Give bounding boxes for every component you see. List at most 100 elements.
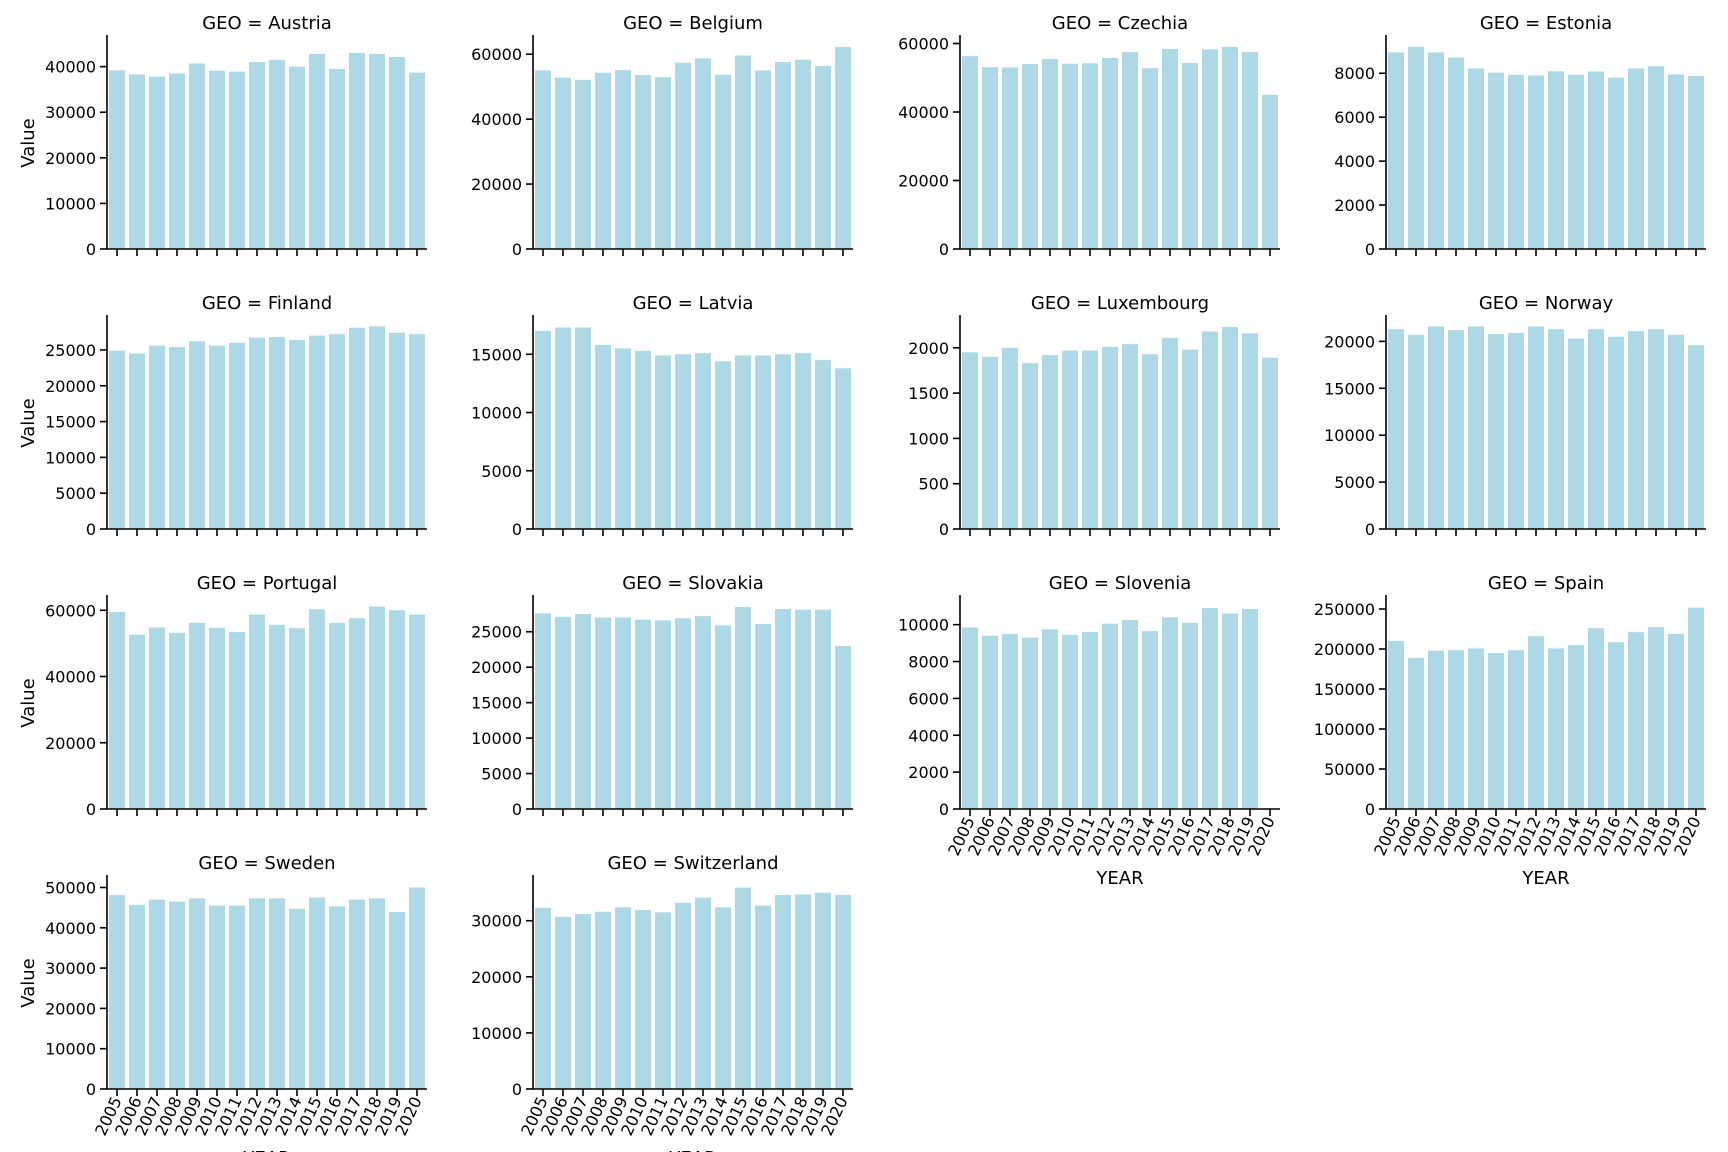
bar (962, 56, 978, 250)
bar (409, 614, 425, 809)
y-tick-label: 40000 (898, 103, 949, 122)
y-tick-label: 20000 (45, 999, 96, 1018)
y-tick-label: 8000 (908, 653, 949, 672)
bar (1082, 63, 1098, 250)
bar (1648, 329, 1664, 529)
bar (982, 356, 998, 529)
bar (755, 623, 771, 809)
bar (1528, 75, 1544, 249)
bar (1182, 63, 1198, 249)
bar (209, 905, 225, 1089)
bar (1142, 631, 1158, 809)
y-tick-label: 0 (1365, 240, 1375, 259)
bar (1668, 633, 1684, 809)
y-tick-label: 10000 (45, 1040, 96, 1059)
bar (389, 610, 405, 809)
bar (615, 70, 631, 249)
bar (555, 327, 571, 529)
bar (675, 618, 691, 809)
bar (655, 355, 671, 529)
bar (962, 627, 978, 809)
facet-title: GEO = Austria (202, 13, 332, 34)
y-tick-label: 20000 (471, 658, 522, 677)
bar (755, 355, 771, 529)
bar (1448, 57, 1464, 250)
bar (1122, 344, 1138, 529)
bar (655, 77, 671, 249)
bar (595, 911, 611, 1089)
bar (1628, 632, 1644, 809)
bar (715, 625, 731, 809)
y-tick-label: 15000 (1324, 379, 1375, 398)
bar (1242, 608, 1258, 809)
y-tick-label: 20000 (45, 734, 96, 753)
facet-title: GEO = Portugal (197, 573, 338, 594)
bar (835, 894, 851, 1089)
bar (149, 627, 165, 809)
bar (735, 887, 751, 1089)
bar (129, 904, 145, 1089)
y-tick-label: 10000 (45, 194, 96, 213)
y-tick-label: 20000 (45, 149, 96, 168)
bar (189, 898, 205, 1089)
bar (249, 898, 265, 1089)
bar (169, 347, 185, 529)
bar (409, 334, 425, 529)
y-tick-label: 4000 (908, 726, 949, 745)
bar (329, 68, 345, 249)
bar (289, 66, 305, 249)
y-tick-label: 10000 (898, 616, 949, 635)
bar (1628, 331, 1644, 529)
bar (249, 614, 265, 809)
bar (775, 62, 791, 249)
y-tick-label: 250000 (1314, 600, 1375, 619)
y-axis-label: Value (18, 118, 39, 167)
y-tick-label: 0 (1365, 800, 1375, 819)
x-axis-label: YEAR (1095, 868, 1143, 889)
facet-title: GEO = Luxembourg (1031, 293, 1209, 314)
bar (1588, 628, 1604, 809)
bar (1042, 58, 1058, 249)
bar (675, 902, 691, 1089)
y-axis-label: Value (18, 398, 39, 447)
bar (309, 897, 325, 1089)
bar (149, 899, 165, 1089)
y-tick-label: 0 (939, 520, 949, 539)
y-tick-label: 5000 (55, 484, 96, 503)
facet-panel: GEO = Switzerland01000020000300002005200… (471, 853, 853, 1152)
bar (409, 72, 425, 249)
y-tick-label: 40000 (45, 58, 96, 77)
bar (1142, 354, 1158, 529)
bar (1428, 326, 1444, 529)
bar (369, 53, 385, 250)
y-tick-label: 50000 (1324, 760, 1375, 779)
bar (1222, 46, 1238, 250)
y-tick-label: 2000 (908, 339, 949, 358)
bar (1222, 326, 1238, 529)
facet-title: GEO = Slovakia (622, 573, 764, 594)
bar (1388, 329, 1404, 529)
y-tick-label: 0 (512, 240, 522, 259)
bar (389, 332, 405, 529)
bar (309, 609, 325, 809)
bar (1388, 641, 1404, 809)
y-tick-label: 20000 (471, 968, 522, 987)
bar (1668, 74, 1684, 249)
bar (1508, 650, 1524, 809)
bar (109, 895, 125, 1089)
bar (269, 624, 285, 809)
y-tick-label: 25000 (45, 341, 96, 360)
y-tick-label: 40000 (45, 919, 96, 938)
y-tick-label: 1500 (908, 384, 949, 403)
facet-panel: GEO = Slovakia 0 5000 10000 15000 20000 25000 (471, 573, 853, 819)
bar (349, 327, 365, 529)
bar (735, 355, 751, 529)
facet-title: GEO = Czechia (1052, 13, 1188, 34)
bar (695, 897, 711, 1089)
bar (1082, 632, 1098, 809)
bar (695, 616, 711, 809)
y-tick-label: 500 (918, 475, 949, 494)
bar (1588, 71, 1604, 250)
bar (309, 335, 325, 529)
bar (1182, 622, 1198, 809)
